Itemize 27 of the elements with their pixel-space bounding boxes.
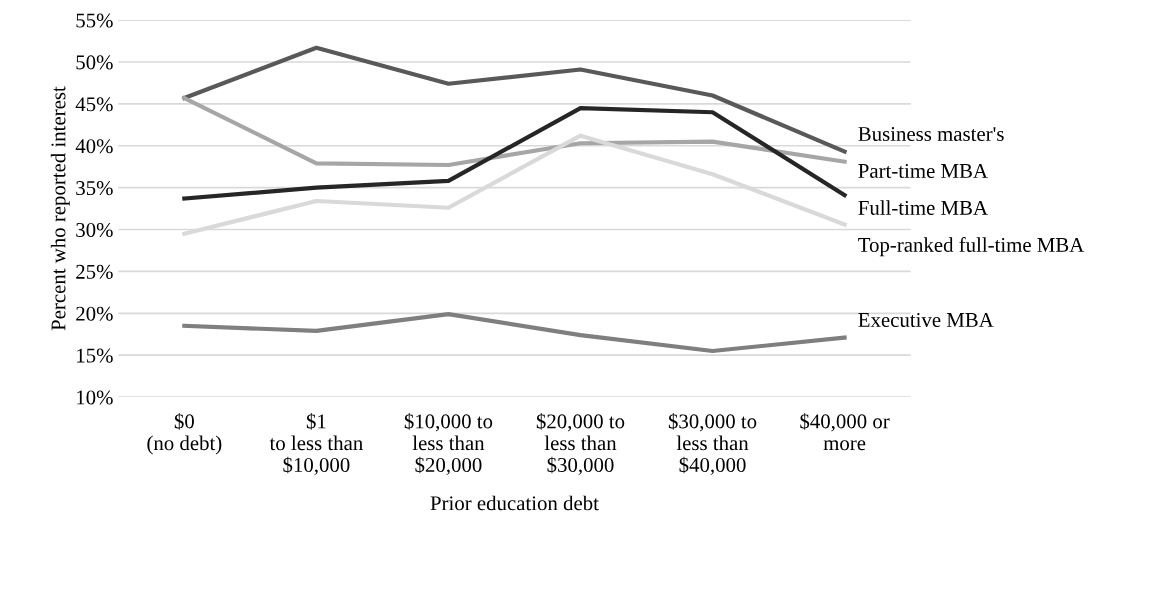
x-tick-label: $20,000 to less than $30,000: [536, 413, 625, 475]
y-tick-label: 45%: [75, 97, 113, 112]
y-tick-label: 25%: [76, 264, 113, 279]
y-tick-label: 50%: [76, 55, 113, 70]
series-label: Top-ranked full-time MBA: [858, 237, 1085, 257]
y-tick-label: 30%: [76, 222, 113, 238]
line-series: [182, 95, 847, 168]
line-series: [182, 45, 847, 154]
x-axis-title: Prior education debt: [430, 495, 599, 511]
y-tick-label: 35%: [76, 181, 113, 196]
series-label: Business master's: [858, 127, 1004, 141]
x-tick-label: $1 to less than $10,000: [269, 413, 363, 475]
series-label: Executive MBA: [858, 312, 994, 327]
x-tick-label: $10,000 to less than $20,000: [404, 413, 493, 475]
line-series: [182, 105, 847, 201]
y-tick-label: 20%: [76, 306, 113, 321]
y-axis-title: Percent who reported interest: [50, 86, 70, 331]
series-label: Part-time MBA: [858, 163, 988, 178]
y-tick-label: 10%: [77, 390, 113, 405]
x-tick-label: $30,000 to less than $40,000: [668, 413, 757, 475]
y-tick-label: 15%: [77, 348, 113, 363]
line-series: [182, 312, 847, 354]
series-label: Full-time MBA: [858, 200, 988, 215]
x-tick-label: $0 (no debt): [147, 413, 222, 455]
y-tick-label: 40%: [75, 139, 113, 154]
x-tick-label: $40,000 or more: [800, 413, 890, 451]
y-tick-label: 55%: [76, 13, 113, 28]
